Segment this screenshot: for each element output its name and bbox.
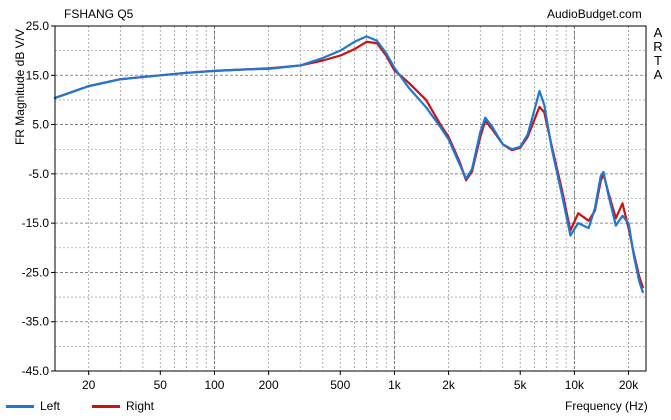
x-tick-label: 5k [514, 378, 528, 392]
legend-item-left: Left [6, 399, 60, 413]
x-tick-label: 20 [82, 378, 96, 392]
y-tick-label: 15.0 [26, 68, 50, 82]
x-tick-label: 1k [388, 378, 402, 392]
source-credit: AudioBudget.com [547, 7, 642, 21]
legend-swatch-left [6, 404, 34, 408]
legend-item-right: Right [92, 399, 154, 413]
x-tick-label: 2k [442, 378, 456, 392]
y-tick-label: -25.0 [22, 265, 50, 279]
x-axis-label: Frequency (Hz) [565, 399, 648, 413]
chart-title: FSHANG Q5 [64, 7, 134, 21]
y-tick-label: -45.0 [22, 364, 50, 378]
series-line-left [53, 35, 644, 294]
x-tick-label: 20k [619, 378, 639, 392]
x-tick-label: 50 [154, 378, 168, 392]
y-tick-label: -5.0 [28, 167, 49, 181]
x-tick-label: 200 [259, 378, 279, 392]
x-tick-label: 500 [330, 378, 350, 392]
side-label-letter: A [653, 25, 663, 40]
side-label-letter: A [653, 67, 663, 82]
plot-frame [54, 25, 647, 372]
x-tick-label: 10k [565, 378, 585, 392]
legend-swatch-right [92, 404, 120, 408]
legend-label-right: Right [126, 399, 155, 413]
legend-label-left: Left [40, 399, 61, 413]
side-label-letter: R [653, 39, 663, 54]
y-tick-label: -35.0 [22, 315, 50, 329]
y-tick-label: -15.0 [22, 216, 50, 230]
side-label-letter: T [654, 53, 662, 68]
x-tick-label: 100 [204, 378, 224, 392]
y-tick-label: 25.0 [26, 19, 50, 33]
y-tick-label: 5.0 [32, 118, 49, 132]
